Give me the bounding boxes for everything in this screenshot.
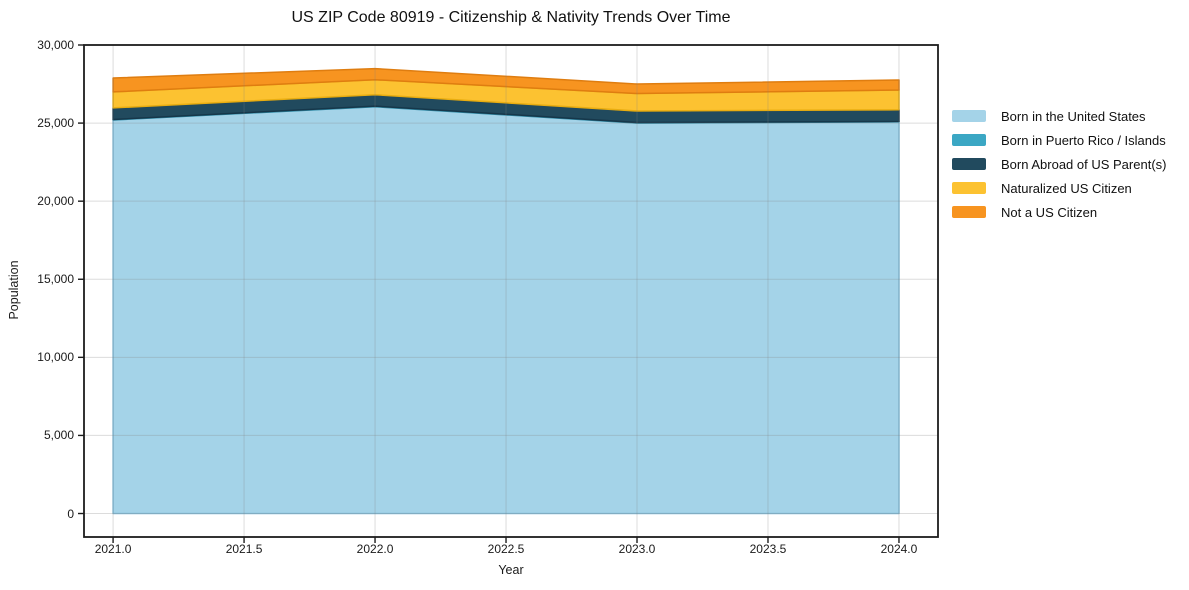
- y-tick-label: 20,000: [37, 194, 74, 209]
- legend-item-naturalized-us-citizen: Naturalized US Citizen: [952, 176, 1166, 200]
- chart-title: US ZIP Code 80919 - Citizenship & Nativi…: [291, 9, 731, 26]
- area-not-a-us-citizen: [112, 67, 900, 95]
- legend-item-born-in-puerto-rico-islands: Born in Puerto Rico / Islands: [952, 128, 1166, 152]
- legend-label: Born in the United States: [1001, 108, 1146, 124]
- y-tick-label: 5,000: [43, 428, 74, 443]
- legend-label: Naturalized US Citizen: [1001, 180, 1132, 196]
- y-tick-label: 15,000: [37, 272, 74, 287]
- axes-spines: [83, 44, 939, 538]
- legend-label: Born in Puerto Rico / Islands: [1001, 132, 1166, 148]
- x-tick-label: 2021.0: [94, 542, 132, 556]
- legend-item-born-in-the-united-states: Born in the United States: [952, 104, 1166, 128]
- x-tick-label: 2022.0: [356, 542, 394, 556]
- legend: Born in the United States Born in Puerto …: [952, 104, 1166, 224]
- y-tick-label: 30,000: [37, 38, 74, 52]
- x-tick-label: 2023.5: [749, 542, 787, 556]
- x-tick-label: 2024.0: [880, 542, 918, 556]
- x-axis-label: Year: [498, 563, 524, 577]
- legend-label: Not a US Citizen: [1001, 204, 1098, 220]
- legend-swatch-icon: [952, 182, 986, 194]
- legend-label: Born Abroad of US Parent(s): [1001, 156, 1167, 172]
- x-tick-label: 2023.0: [618, 542, 656, 556]
- legend-swatch-icon: [952, 158, 986, 170]
- y-tick-label: 25,000: [37, 116, 74, 131]
- y-tick-label: 10,000: [37, 350, 74, 365]
- legend-item-not-a-us-citizen: Not a US Citizen: [952, 200, 1166, 224]
- x-tick-label: 2021.5: [225, 542, 263, 556]
- y-axis-label: Population: [7, 260, 21, 320]
- legend-swatch-icon: [952, 134, 986, 146]
- x-tick-label: 2022.5: [487, 542, 525, 556]
- y-tick-label: 0: [67, 506, 74, 521]
- legend-swatch-icon: [952, 206, 986, 218]
- legend-item-born-abroad-of-us-parent-s: Born Abroad of US Parent(s): [952, 152, 1166, 176]
- legend-swatch-icon: [952, 110, 986, 122]
